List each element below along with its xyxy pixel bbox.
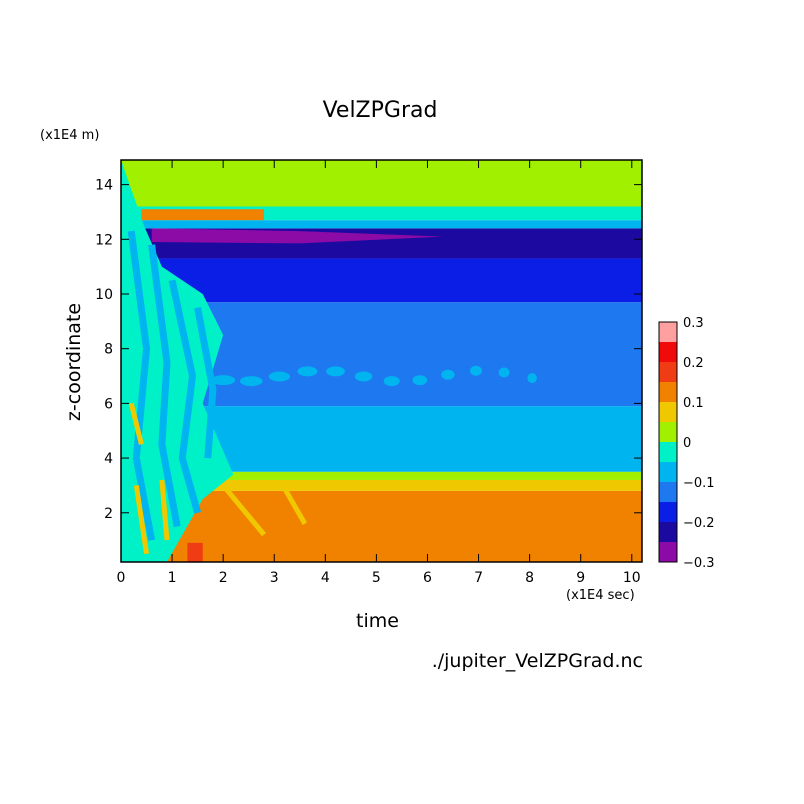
x-tick-label: 3 <box>270 570 279 586</box>
y-tick-label: 4 <box>104 451 113 467</box>
x-tick-label: 6 <box>423 570 432 586</box>
transient-filament <box>194 307 217 459</box>
colorbar-swatch <box>659 482 677 502</box>
feature-cyan-mid-streaks <box>268 371 291 382</box>
transient-streak <box>159 479 170 541</box>
colorbar-label: −0.2 <box>683 516 715 531</box>
feature-orange-top-streak <box>141 209 265 221</box>
transient-streak <box>133 485 150 555</box>
x-tick-label: 8 <box>525 570 534 586</box>
feature-cyan-mid-streaks <box>441 369 455 380</box>
transient-filament <box>127 230 156 541</box>
colorbar-frame <box>658 321 678 563</box>
colorbar-label: 0.1 <box>683 396 704 411</box>
feature-cyan-mid-streaks <box>412 375 428 386</box>
plot-frame <box>120 159 643 563</box>
contour-band <box>121 471 642 480</box>
feature-cyan-mid-streaks <box>498 367 510 378</box>
feature-cyan-mid-streaks <box>326 366 345 377</box>
transient-filament <box>168 279 201 514</box>
transient-streak <box>128 402 144 446</box>
contour-band <box>121 490 642 562</box>
x-tick-label: 10 <box>623 570 641 586</box>
x-tick-label: 5 <box>372 570 381 586</box>
colorbar-label: 0.2 <box>683 356 704 371</box>
contour-band <box>121 258 642 303</box>
colorbar-swatch <box>659 522 677 542</box>
feature-cyan-mid-streaks <box>527 373 537 384</box>
colorbar-swatch <box>659 362 677 382</box>
x-axis-label: time <box>356 610 399 632</box>
plot-area <box>121 160 642 562</box>
feature-purple-core <box>151 228 443 244</box>
colorbar-swatch <box>659 382 677 402</box>
source-filename: ./jupiter_VelZPGrad.nc <box>431 650 643 672</box>
contour-band <box>121 479 642 491</box>
x-tick-label: 0 <box>117 570 126 586</box>
feature-red-bottom-spot <box>187 542 203 562</box>
colorbar-swatch <box>659 342 677 362</box>
x-tick-label: 7 <box>474 570 483 586</box>
x-tick-label: 4 <box>321 570 330 586</box>
feature-cyan-mid-streaks <box>239 376 263 387</box>
x-axis-unit: (x1E4 sec) <box>566 588 635 603</box>
feature-cyan-mid-streaks <box>211 375 236 386</box>
feature-cyan-mid-streaks <box>469 365 483 376</box>
y-tick-label: 14 <box>95 178 113 194</box>
colorbar-label: 0.3 <box>683 316 704 331</box>
colorbar-label: −0.1 <box>683 476 715 491</box>
feature-cyan-mid-streaks <box>297 366 318 377</box>
chart-title: VelZPGrad <box>322 98 438 123</box>
transient-region <box>121 160 234 562</box>
colorbar: 0.3 0.2 0.1 0 −0.1 −0.2 −0.3 <box>658 316 715 571</box>
x-tick-label: 9 <box>576 570 585 586</box>
y-tick-label: 2 <box>104 506 113 522</box>
y-tick-label: 6 <box>104 396 113 412</box>
colorbar-swatch <box>659 322 677 342</box>
y-tick-label: 12 <box>95 232 113 248</box>
colorbar-swatch <box>659 462 677 482</box>
colorbar-swatch <box>659 402 677 422</box>
transient-streak <box>221 483 266 537</box>
colorbar-label: 0 <box>683 436 691 451</box>
x-tick-label: 2 <box>219 570 228 586</box>
y-tick-label: 10 <box>95 287 113 303</box>
feature-cyan-mid-streaks <box>383 376 400 387</box>
transient-filament <box>148 244 181 528</box>
colorbar-swatch <box>659 502 677 522</box>
colorbar-label: −0.3 <box>683 556 715 571</box>
colorbar-swatch <box>659 542 677 562</box>
y-axis-unit: (x1E4 m) <box>40 128 100 143</box>
colorbar-swatch <box>659 442 677 462</box>
contour-band <box>121 160 642 207</box>
contour-band <box>121 220 642 229</box>
colorbar-swatch <box>659 422 677 442</box>
x-tick-label: 1 <box>168 570 177 586</box>
feature-cyan-mid-streaks <box>354 371 373 382</box>
transient-streak <box>282 486 308 525</box>
y-tick-label: 8 <box>104 342 113 358</box>
